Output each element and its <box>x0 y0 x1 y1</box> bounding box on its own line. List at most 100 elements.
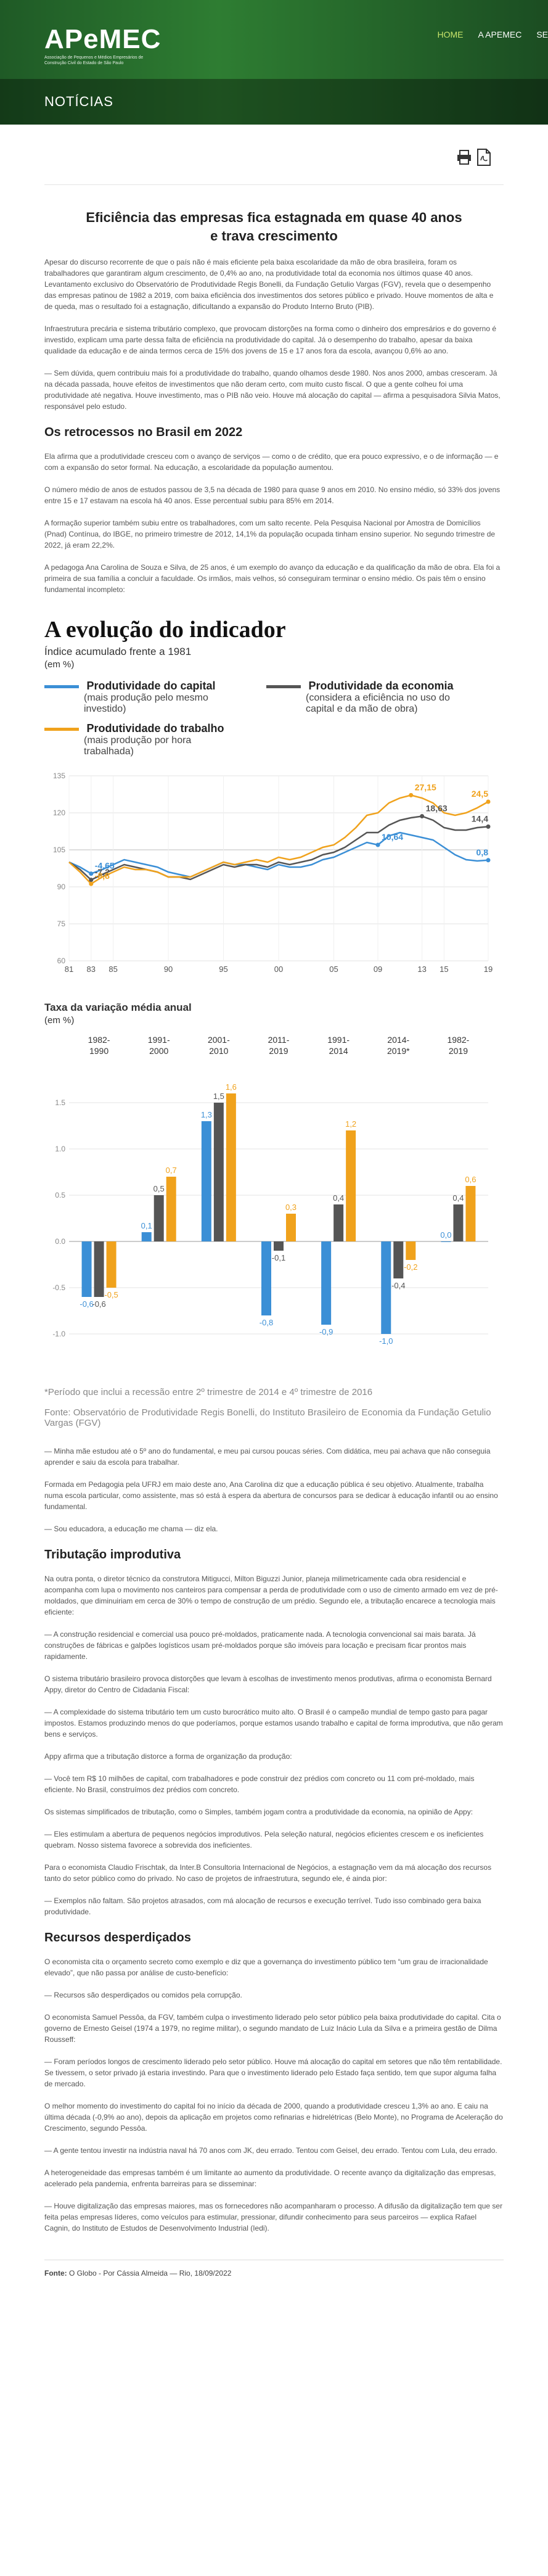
logo-text: APeMEC <box>44 24 162 54</box>
data-point <box>486 824 491 829</box>
legend-economia: Produtividade da economia (considera a e… <box>266 680 464 715</box>
bar <box>465 1186 476 1241</box>
paragraph: — Exemplos não faltam. São projetos atra… <box>44 1896 481 1916</box>
paragraph: Para o economista Claudio Frischtak, da … <box>44 1863 492 1883</box>
bar <box>201 1121 211 1241</box>
paragraph: — Minha mãe estudou até o 5º ano do fund… <box>44 1447 491 1467</box>
article: Eficiência das empresas fica estagnada e… <box>44 185 504 2234</box>
nav-more[interactable]: SE <box>536 30 548 39</box>
paragraph: A pedagoga Ana Carolina de Souza e Silva… <box>44 563 501 594</box>
paragraph: Os sistemas simplificados de tributação,… <box>44 1808 473 1816</box>
series-line <box>68 831 489 878</box>
x-tick-label: 13 <box>417 965 426 974</box>
paragraph: — Você tem R$ 10 milhões de capital, com… <box>44 1774 475 1794</box>
nav-home[interactable]: HOME <box>437 30 464 39</box>
bar <box>333 1204 344 1241</box>
y-tick-label: 90 <box>57 883 66 891</box>
bar-value-label: 1,3 <box>201 1110 212 1119</box>
bar <box>261 1241 271 1315</box>
x-tick-label: 09 <box>374 965 382 974</box>
data-label: -8,8 <box>95 871 110 881</box>
category-label: 1991- <box>327 1035 350 1045</box>
subhead-recursos: Recursos desperdiçados <box>44 1931 191 1944</box>
series-line <box>68 815 489 881</box>
category-label: 1991- <box>148 1035 170 1045</box>
subhead-tributacao: Tributação improdutiva <box>44 1548 181 1562</box>
data-point <box>486 858 491 863</box>
paragraph: Formada em Pedagogia pela UFRJ em maio d… <box>44 1480 498 1511</box>
bar-value-label: -1,0 <box>379 1336 393 1346</box>
bar-value-label: -0,9 <box>319 1327 333 1336</box>
bar-value-label: -0,6 <box>80 1299 93 1309</box>
x-tick-label: 05 <box>329 965 338 974</box>
category-label: 2014 <box>329 1046 348 1056</box>
bar-value-label: -0,4 <box>391 1281 405 1290</box>
data-label: 18,63 <box>426 803 448 813</box>
category-label: 2011- <box>268 1035 290 1045</box>
data-label: 0,8 <box>476 847 489 857</box>
category-label: 1990 <box>89 1046 108 1056</box>
paragraph: Ela afirma que a produtividade cresceu c… <box>44 452 499 472</box>
data-point <box>486 799 491 804</box>
legend-desc: (mais produção por hora trabalhada) <box>84 735 192 757</box>
bar <box>166 1177 176 1241</box>
y-tick-label: 0.5 <box>55 1191 65 1200</box>
paragraph: Apesar do discurso recorrente de que o p… <box>44 258 494 311</box>
bar <box>286 1214 296 1241</box>
bar <box>213 1103 224 1241</box>
paragraph: O economista Samuel Pessôa, da FGV, tamb… <box>44 2013 501 2044</box>
bar <box>94 1241 104 1297</box>
paragraph: Infraestrutura precária e sistema tribut… <box>44 324 497 355</box>
category-label: 2010 <box>209 1046 228 1056</box>
y-tick-label: 105 <box>53 846 65 854</box>
bar-value-label: 1,5 <box>213 1092 224 1101</box>
category-label: 2001- <box>208 1035 230 1045</box>
y-tick-label: 60 <box>57 957 66 965</box>
legend-desc: (mais produção pelo mesmo investido) <box>84 693 208 714</box>
y-tick-label: 0.0 <box>55 1237 65 1246</box>
legend-capital: Produtividade do capital (mais produção … <box>44 680 242 715</box>
category-label: 2019* <box>387 1046 410 1056</box>
print-icon[interactable] <box>456 148 472 167</box>
intro-paragraphs: Apesar do discurso recorrente de que o p… <box>44 257 504 412</box>
bar-value-label: 0,0 <box>440 1230 451 1240</box>
data-point <box>89 871 94 876</box>
article-title: Eficiência das empresas fica estagnada e… <box>86 210 462 244</box>
legend-name: Produtividade do capital <box>86 680 216 692</box>
infographic: A evolução do indicador Índice acumulado… <box>44 616 504 1428</box>
bar <box>453 1204 464 1241</box>
bar-value-label: -0,8 <box>260 1318 273 1327</box>
infographic-title: A evolução do indicador <box>44 617 286 643</box>
x-tick-label: 15 <box>440 965 448 974</box>
legend-trabalho: Produtividade do trabalho (mais produção… <box>44 722 242 757</box>
bar-value-label: -0,2 <box>404 1262 417 1272</box>
paragraph: O economista cita o orçamento secreto co… <box>44 1957 488 1977</box>
legend-swatch-capital <box>44 685 79 689</box>
legend-name: Produtividade do trabalho <box>86 722 224 735</box>
pdf-icon[interactable] <box>476 148 492 167</box>
category-label: 1982- <box>88 1035 110 1045</box>
logo-subtitle: Associação de Pequenos e Médios Empresár… <box>44 56 144 65</box>
bar-value-label: 1,6 <box>226 1082 237 1092</box>
bar-chart-unit: (em %) <box>44 1015 75 1026</box>
bar <box>381 1241 391 1334</box>
bar <box>406 1241 416 1260</box>
bar-value-label: 0,5 <box>153 1184 165 1193</box>
category-label: 1982- <box>448 1035 470 1045</box>
chart-legend: Produtividade do capital (mais produção … <box>44 680 504 757</box>
main-nav: HOME A APEMEC SE <box>438 30 548 39</box>
y-tick-label: 1.5 <box>55 1098 65 1107</box>
paragraph: O melhor momento do investimento do capi… <box>44 2102 503 2133</box>
y-tick-label: 135 <box>53 772 65 780</box>
series-line <box>68 794 489 885</box>
legend-desc: (considera a eficiência no uso do capita… <box>306 693 450 714</box>
category-label: 2019 <box>269 1046 288 1056</box>
nav-apemec[interactable]: A APEMEC <box>478 30 522 39</box>
bar-value-label: 0,6 <box>465 1175 476 1184</box>
data-point <box>375 842 380 847</box>
apemec-logo[interactable]: APeMEC Associação de Pequenos e Médios E… <box>44 24 162 66</box>
paragraph: — A complexidade do sistema tributário t… <box>44 1708 503 1739</box>
infographic-source: Fonte: Observatório de Produtividade Reg… <box>44 1407 491 1428</box>
y-tick-label: -1.0 <box>52 1330 65 1338</box>
bar <box>441 1241 451 1242</box>
